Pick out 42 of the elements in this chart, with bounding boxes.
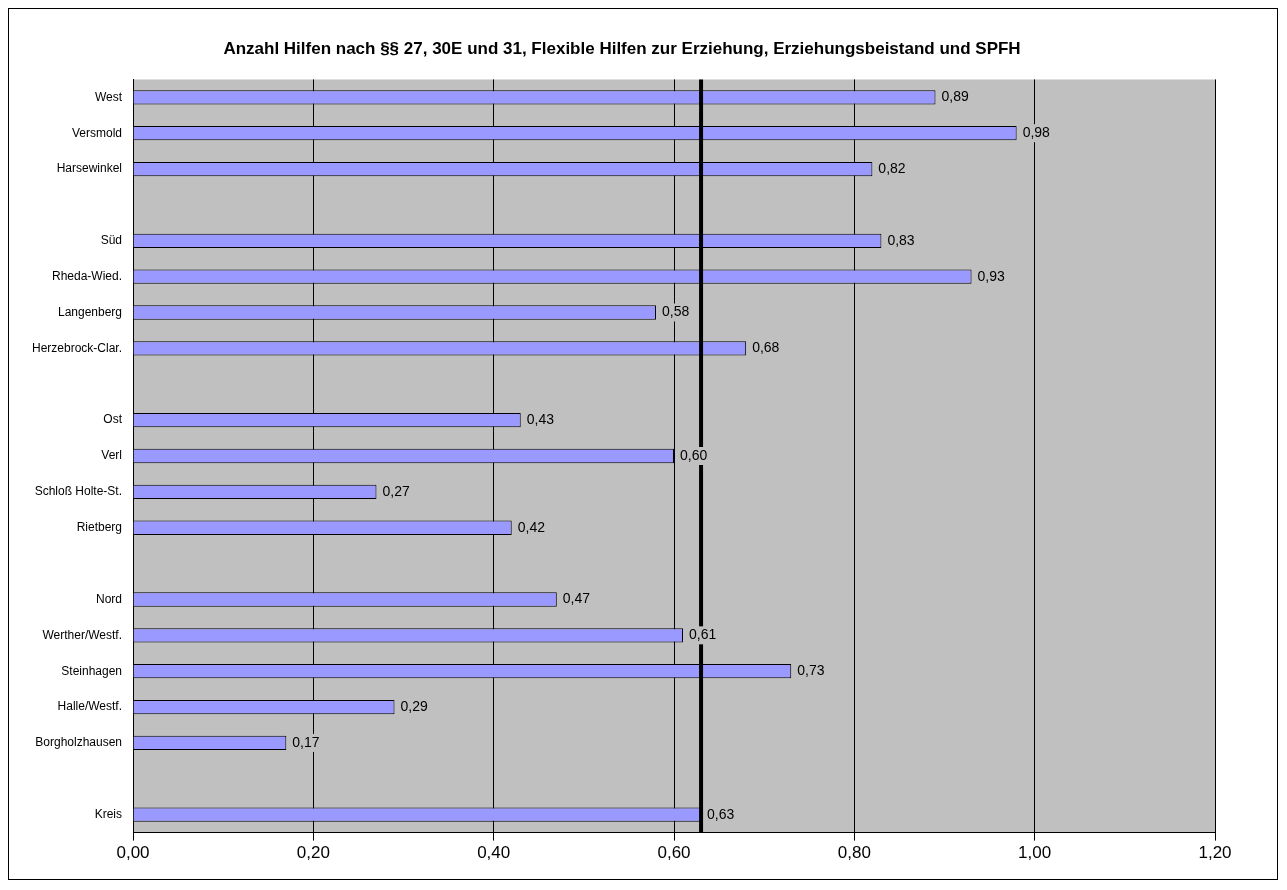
data-label: 0,17 xyxy=(292,733,320,750)
data-label: 0,29 xyxy=(400,697,428,714)
data-label: 0,63 xyxy=(707,805,735,822)
y-tick-label: Halle/Westf. xyxy=(57,699,123,714)
x-tick-label: 0,60 xyxy=(657,843,691,863)
data-label: 0,61 xyxy=(689,626,717,643)
y-tick-label: Herzebrock-Clar. xyxy=(31,340,123,355)
x-tick-label: 0,00 xyxy=(116,843,150,863)
y-tick-label: Langenberg xyxy=(57,304,123,319)
data-label: 0,47 xyxy=(562,590,591,607)
data-label: 0,82 xyxy=(878,159,906,176)
y-tick-label: Rietberg xyxy=(76,520,123,535)
data-label: 0,27 xyxy=(382,482,410,499)
chart-title: Anzahl Hilfen nach §§ 27, 30E und 31, Flexible Hilfen zur Erziehung, Erziehungsbeistand und SPFH xyxy=(223,38,1021,58)
y-tick-label: West xyxy=(94,89,123,104)
y-tick-label: Ost xyxy=(103,412,123,427)
data-label: 0,89 xyxy=(941,88,969,105)
data-label: 0,73 xyxy=(797,662,825,679)
data-label: 0,93 xyxy=(977,267,1006,284)
x-tick-label: 0,40 xyxy=(477,843,511,863)
data-label: 0,60 xyxy=(680,446,708,463)
y-tick-label: Harsewinkel xyxy=(56,161,123,176)
x-tick-label: 1,00 xyxy=(1018,843,1052,863)
y-tick-label: Kreis xyxy=(94,806,123,821)
data-label: 0,58 xyxy=(661,303,690,320)
y-tick-label: Versmold xyxy=(71,125,123,140)
y-tick-label: Schloß Holte-St. xyxy=(34,484,123,499)
data-label: 0,42 xyxy=(517,518,546,535)
y-tick-label: Rheda-Wied. xyxy=(51,268,123,283)
y-tick-label: Nord xyxy=(96,591,123,606)
data-label: 0,68 xyxy=(752,339,780,356)
y-tick-label: Verl xyxy=(101,448,123,463)
y-tick-label: Borgholzhausen xyxy=(35,735,123,750)
x-tick-label: 0,80 xyxy=(837,843,871,863)
y-tick-label: Werther/Westf. xyxy=(42,627,123,642)
data-label: 0,83 xyxy=(887,231,915,248)
data-label: 0,98 xyxy=(1022,124,1051,141)
y-tick-label: Süd xyxy=(100,233,123,248)
data-label: 0,43 xyxy=(526,410,555,427)
y-tick-label: Steinhagen xyxy=(61,663,123,678)
x-tick-label: 0,20 xyxy=(296,843,330,863)
x-tick-label: 1,20 xyxy=(1198,843,1232,863)
